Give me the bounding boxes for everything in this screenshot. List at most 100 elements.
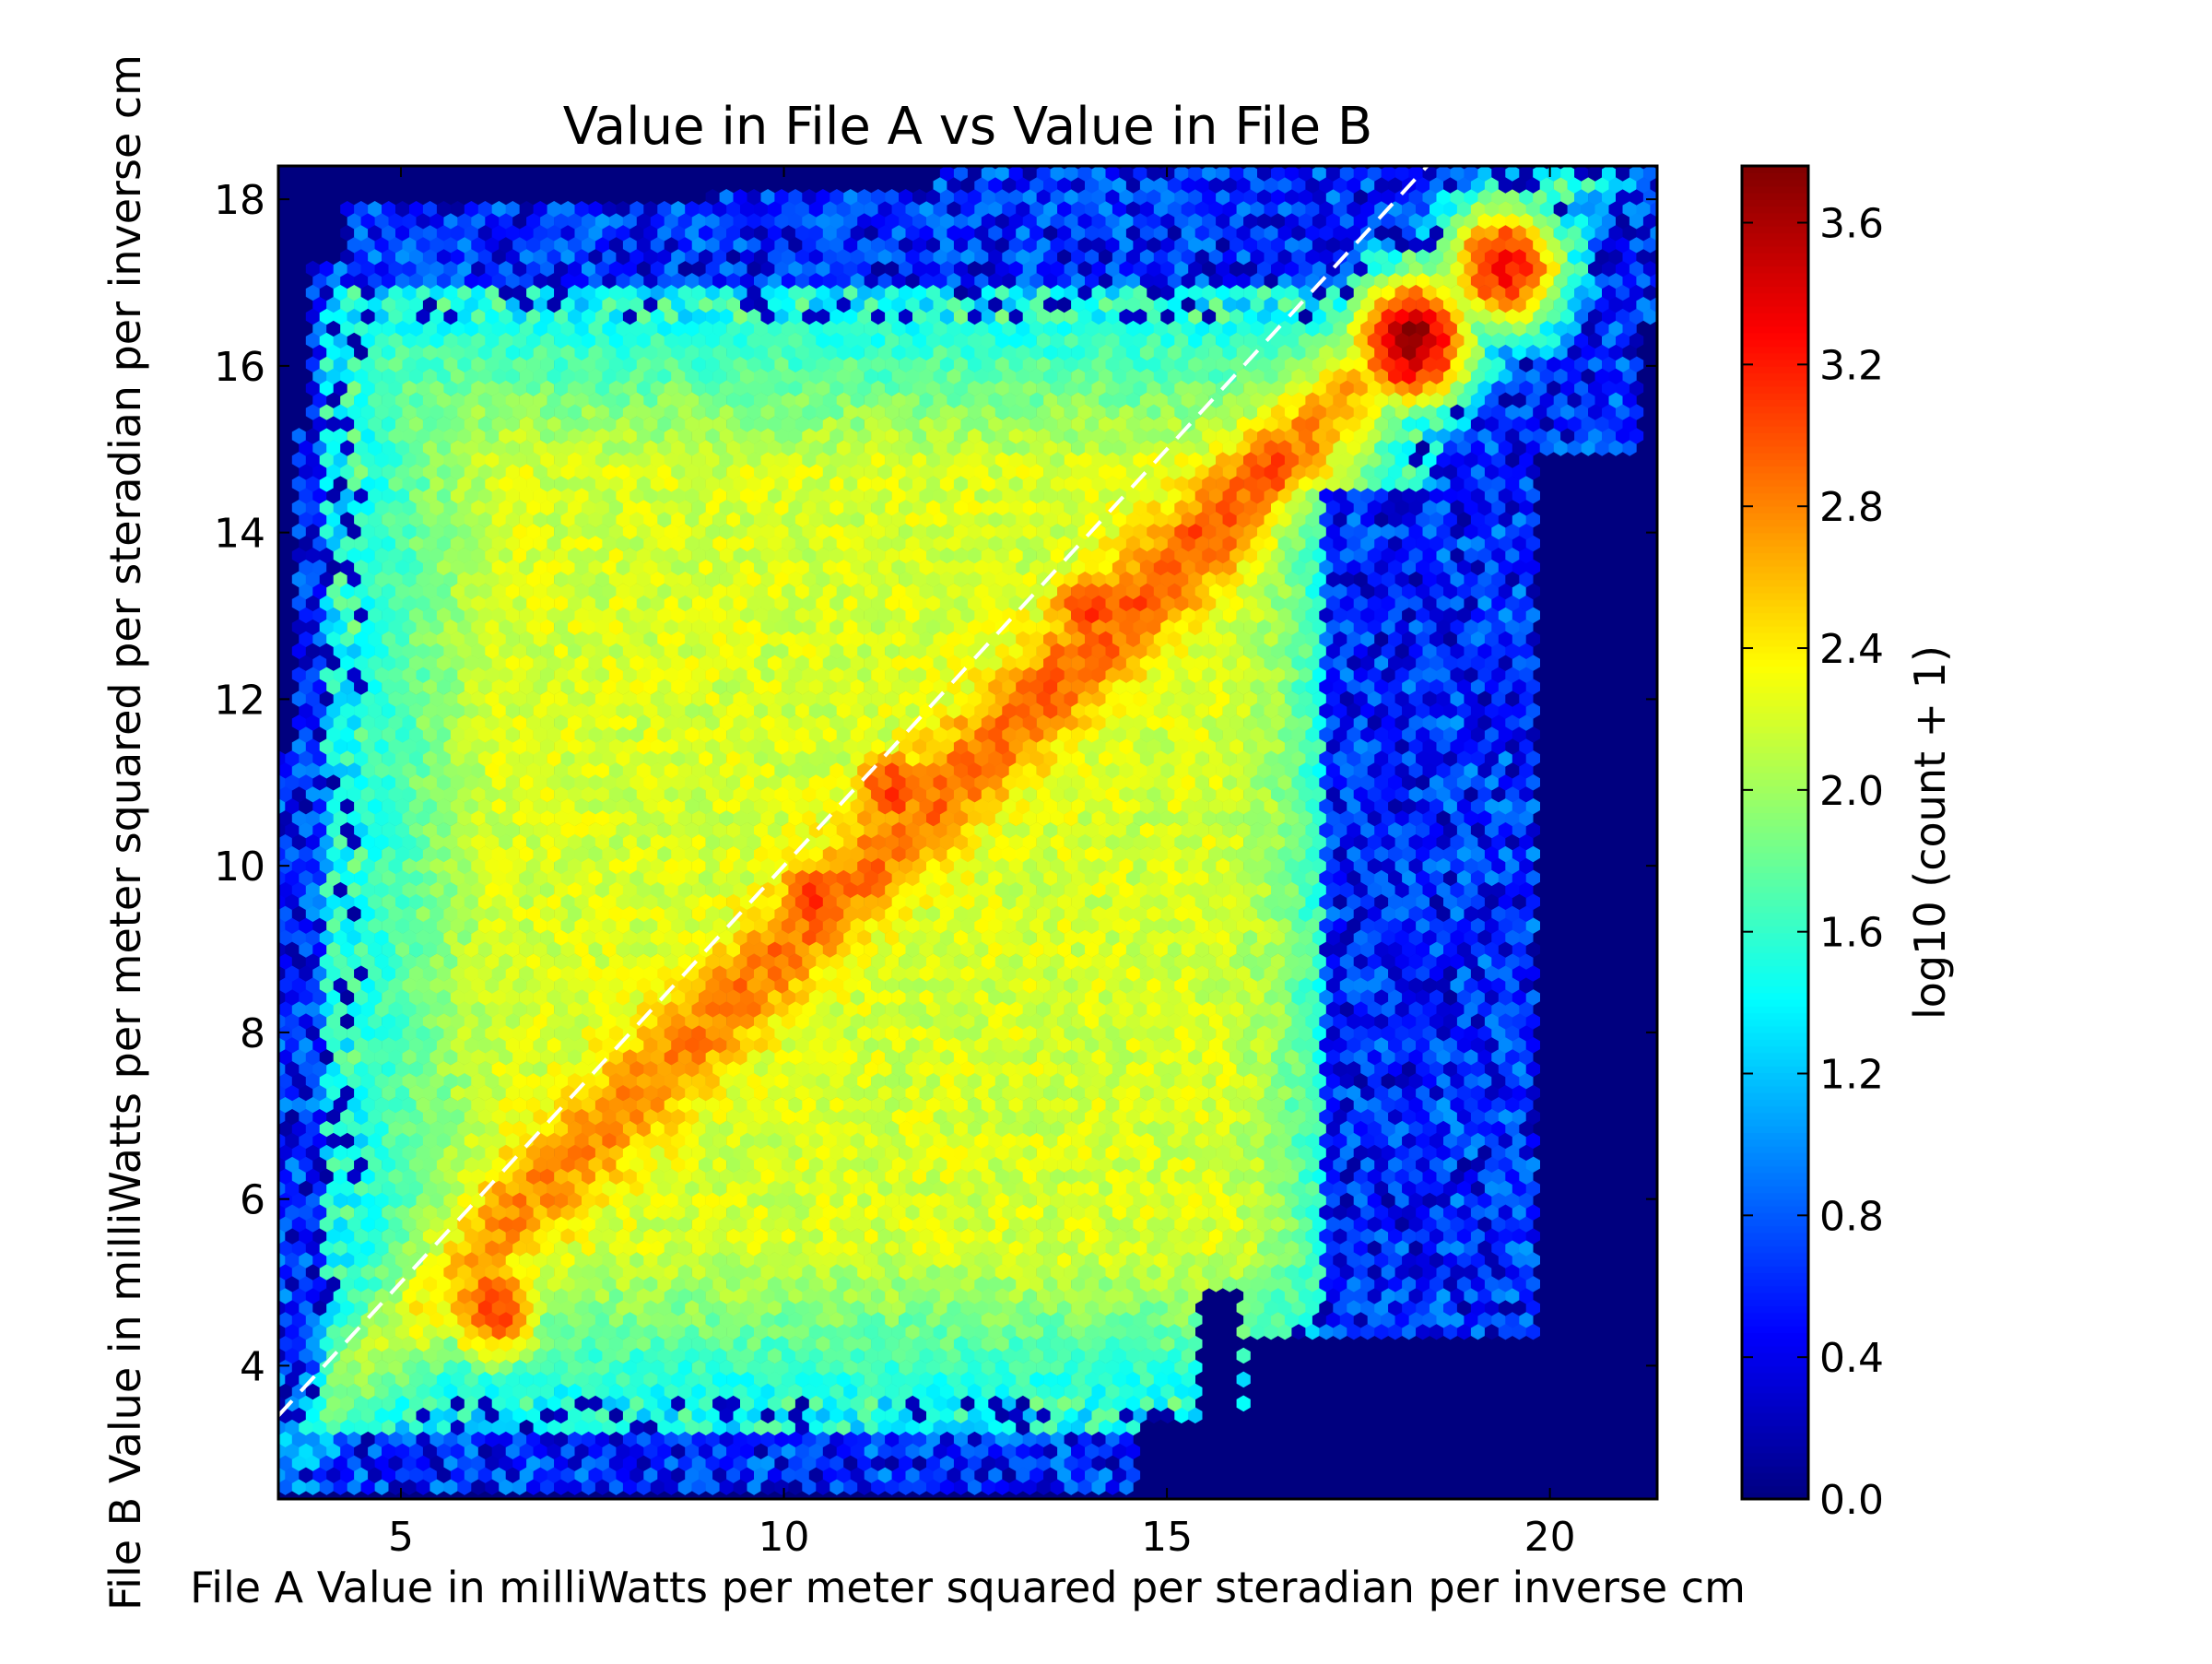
hex-cell: [582, 1455, 596, 1471]
hex-cell: [285, 1443, 300, 1459]
hex-cell: [664, 1407, 678, 1424]
hex-cell: [354, 1395, 369, 1412]
hex-cell: [912, 1359, 927, 1376]
hex-cell: [877, 1395, 892, 1412]
hex-cell: [657, 1395, 672, 1412]
hex-cell: [582, 1479, 596, 1495]
hex-cell: [760, 1479, 775, 1495]
hex-cell: [450, 1467, 465, 1483]
hex-cell: [643, 1395, 658, 1412]
hex-cell: [1036, 1455, 1051, 1471]
hex-cell: [719, 1479, 734, 1495]
hex-cell: [519, 1467, 534, 1483]
hex-cell: [278, 1419, 286, 1436]
hex-cell: [767, 1443, 782, 1459]
hex-cell: [622, 1431, 638, 1447]
hex-cell: [512, 1359, 527, 1376]
hex-cell: [464, 1371, 479, 1388]
hex-cell: [939, 1407, 955, 1424]
hex-cell: [671, 1347, 686, 1364]
hex-cell: [1016, 1443, 1030, 1459]
hex-cell: [422, 1419, 438, 1436]
hex-cell: [912, 1383, 927, 1400]
hex-cell: [988, 1419, 1003, 1436]
hex-cell: [1133, 1383, 1147, 1400]
hex-cell: [368, 1467, 382, 1483]
hex-cell: [843, 1455, 858, 1471]
hex-cell: [1099, 1419, 1113, 1436]
hex-cell: [616, 1419, 630, 1436]
hex-cell: [822, 1371, 837, 1388]
hex-cell: [926, 1431, 941, 1447]
hex-cell: [574, 1371, 589, 1388]
hex-cell: [747, 1359, 761, 1376]
hex-cell: [1160, 1359, 1175, 1376]
hex-cell: [457, 1455, 472, 1471]
hex-cell: [794, 1395, 810, 1412]
hex-cell: [691, 1383, 706, 1400]
hex-cell: [988, 1371, 1003, 1388]
hex-cell: [733, 1359, 747, 1376]
hex-cell: [919, 1467, 934, 1483]
hex-cell: [967, 1359, 982, 1376]
hex-cell: [774, 1359, 789, 1376]
hex-cell: [305, 1431, 320, 1447]
hex-cell: [843, 1479, 858, 1495]
hex-cell: [664, 1359, 678, 1376]
hex-cell: [388, 1407, 403, 1424]
hex-cell: [857, 1383, 872, 1400]
hex-cell: [705, 1431, 720, 1447]
hex-cell: [540, 1431, 555, 1447]
hex-cell: [554, 1479, 569, 1495]
hex-cell: [899, 1359, 913, 1376]
hex-cell: [843, 1359, 858, 1376]
hex-cell: [574, 1347, 589, 1364]
hex-cell: [395, 1371, 410, 1388]
hex-cell: [1105, 1431, 1120, 1447]
hex-cell: [891, 1419, 906, 1436]
hex-cell: [816, 1383, 830, 1400]
hex-cell: [1091, 1383, 1106, 1400]
hex-cell: [594, 1407, 610, 1424]
hex-cell: [505, 1395, 520, 1412]
hex-cell: [1071, 1395, 1086, 1412]
hex-cell: [416, 1407, 430, 1424]
hex-cell: [1085, 1419, 1100, 1436]
hex-cell: [1016, 1395, 1030, 1412]
hex-cell: [1119, 1431, 1134, 1447]
hex-cell: [747, 1455, 761, 1471]
hex-cell: [505, 1443, 520, 1459]
hex-cell: [947, 1443, 961, 1459]
hex-cell: [877, 1371, 892, 1388]
hex-cell: [319, 1479, 334, 1495]
hex-cell: [540, 1383, 555, 1400]
hex-cell: [939, 1479, 955, 1495]
hex-cell: [533, 1467, 547, 1483]
hex-cell: [416, 1479, 430, 1495]
hex-cell: [1105, 1455, 1120, 1471]
hex-cell: [560, 1371, 575, 1388]
hex-cell: [1064, 1359, 1078, 1376]
hex-cell: [505, 1347, 520, 1364]
hex-cell: [1030, 1371, 1044, 1388]
hex-cell: [912, 1479, 927, 1495]
hex-cell: [291, 1455, 307, 1471]
hex-cell: [836, 1371, 851, 1388]
hex-cell: [1057, 1443, 1072, 1459]
hex-cell: [526, 1383, 541, 1400]
hex-cell: [919, 1443, 934, 1459]
hex-cell: [464, 1467, 479, 1483]
hex-cell: [602, 1347, 617, 1364]
hex-cell: [616, 1443, 630, 1459]
hex-cell: [347, 1455, 361, 1471]
hex-cell: [953, 1359, 969, 1376]
hex-cell: [477, 1371, 492, 1388]
hex-cell: [608, 1455, 624, 1471]
hex-cell: [822, 1443, 837, 1459]
hex-cell: [699, 1347, 713, 1364]
hex-cell: [953, 1455, 969, 1471]
hex-cell: [1236, 1371, 1251, 1388]
hex-cell: [436, 1371, 452, 1388]
hex-cell: [560, 1347, 575, 1364]
hex-cell: [885, 1407, 900, 1424]
